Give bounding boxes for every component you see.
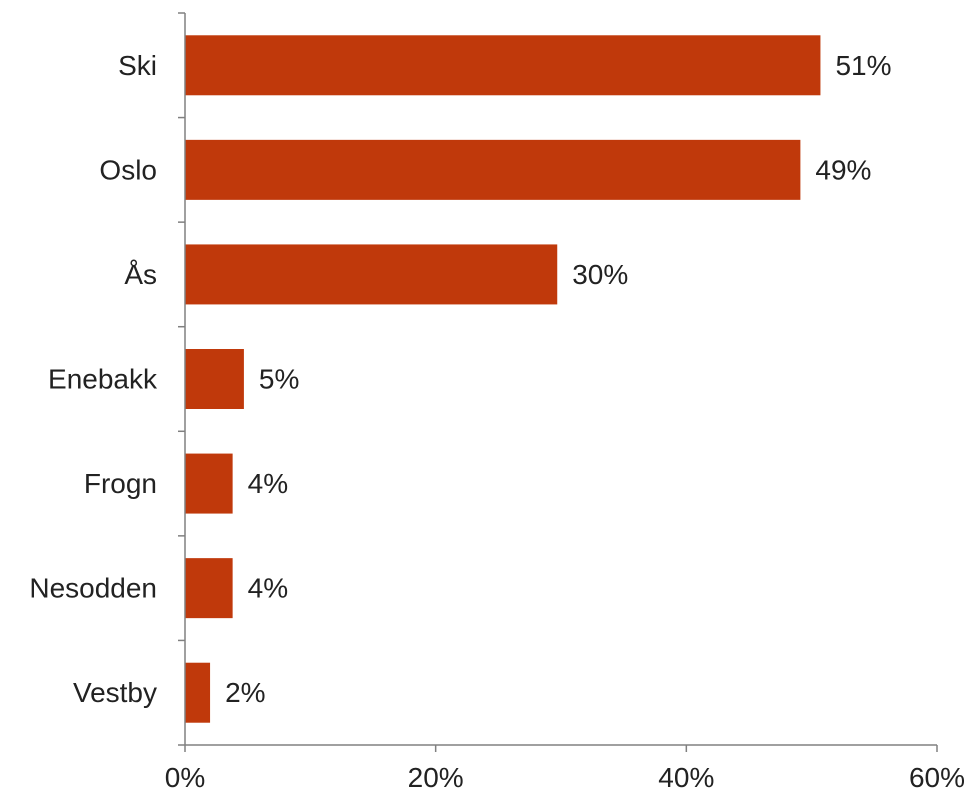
category-label-oslo: Oslo — [99, 154, 157, 185]
bars-layer — [185, 35, 821, 723]
category-label-vestby: Vestby — [73, 677, 157, 708]
x-tick-label: 0% — [165, 762, 205, 793]
bar-nesodden — [185, 558, 233, 619]
category-label-nesodden: Nesodden — [29, 573, 157, 604]
bar-s — [185, 244, 558, 305]
x-tick-label: 40% — [658, 762, 714, 793]
category-label-enebakk: Enebakk — [48, 364, 158, 395]
bar-oslo — [185, 139, 801, 200]
bar-ski — [185, 35, 821, 96]
category-label-ski: Ski — [118, 50, 157, 81]
bar-frogn — [185, 453, 233, 514]
bar-enebakk — [185, 349, 244, 409]
category-label-frogn: Frogn — [84, 468, 157, 499]
data-label-ski: 51% — [835, 50, 891, 81]
category-label-s: Ås — [124, 259, 157, 290]
bar-vestby — [185, 662, 211, 723]
data-label-frogn: 4% — [248, 468, 288, 499]
x-tick-label: 60% — [909, 762, 965, 793]
data-label-oslo: 49% — [815, 154, 871, 185]
data-label-enebakk: 5% — [259, 364, 299, 395]
data-label-vestby: 2% — [225, 677, 265, 708]
axes-layer: 0% 20% 40% 60% — [165, 12, 965, 793]
data-label-s: 30% — [572, 259, 628, 290]
x-tick-label: 20% — [408, 762, 464, 793]
labels-layer: Ski 51% Oslo 49% Ås 30% Enebakk 5% Frogn 4% Nesodd… — [29, 50, 891, 708]
data-label-nesodden: 4% — [248, 573, 288, 604]
